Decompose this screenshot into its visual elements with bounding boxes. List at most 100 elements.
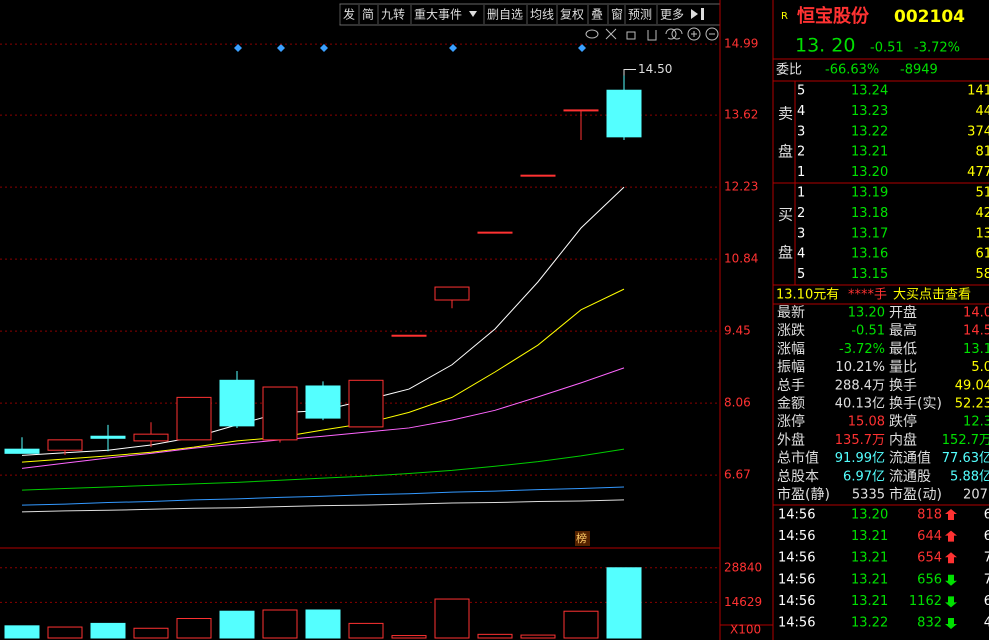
level-volume: 374 — [967, 124, 989, 139]
toolbar-button[interactable]: 窗 — [611, 8, 623, 22]
volume-bar — [606, 567, 642, 639]
stat-value: 10.21% — [835, 360, 885, 375]
dropdown-icon[interactable] — [469, 11, 477, 17]
level: 4 — [797, 247, 805, 262]
toolbar-button[interactable]: 简 — [362, 8, 374, 22]
candle-body — [47, 439, 83, 451]
expand-icon[interactable] — [691, 8, 704, 20]
stat-label: 总市值 — [777, 450, 819, 467]
tick-volume: 656 — [917, 572, 942, 587]
stat-value: 14.5 — [963, 324, 989, 339]
stat-label: 涨停 — [777, 413, 805, 430]
flag: R — [781, 11, 788, 22]
moving-average — [21, 486, 625, 506]
big-order-link[interactable]: 大买点击查看 — [893, 287, 971, 303]
tick-volume: 644 — [917, 529, 942, 544]
stat-label: 振幅 — [777, 360, 805, 376]
buy-label: 盘 — [778, 244, 793, 262]
stat-value: 14.0 — [963, 306, 989, 321]
sell-label: 卖 — [778, 105, 793, 123]
stat-label: 市盈(静) — [777, 486, 830, 503]
tick-price: 13.20 — [851, 508, 888, 523]
stat-value: 12.3 — [963, 415, 989, 430]
level: 2 — [797, 145, 805, 160]
tick-price: 13.21 — [851, 551, 888, 566]
tick-volume: 832 — [917, 616, 942, 631]
big-order-price: 13.10元有 — [776, 288, 839, 303]
high-label: 14.50 — [638, 62, 672, 76]
stat-value: 6.97亿 — [843, 469, 885, 484]
volume-bar — [176, 618, 212, 639]
chart-tools[interactable] — [585, 27, 719, 41]
stat-label: 最低 — [889, 341, 917, 357]
level-price: 13.19 — [851, 186, 888, 201]
level-price: 13.24 — [851, 84, 888, 99]
stat-value: -3.72% — [839, 342, 885, 357]
volume-bar — [262, 609, 298, 639]
panel-lines — [773, 58, 989, 506]
volume-bar — [520, 634, 556, 639]
stat-value: 5.0 — [971, 360, 989, 375]
level-price: 13.16 — [851, 247, 888, 262]
tick-price: 13.21 — [851, 529, 888, 544]
toolbar-button[interactable]: 重大事件 — [414, 8, 462, 22]
candle-body — [305, 385, 341, 419]
candle-body — [391, 334, 427, 337]
level: 3 — [797, 226, 805, 241]
stat-value: 13.1 — [963, 342, 989, 357]
event-markers — [234, 44, 586, 52]
badge-box — [575, 531, 590, 546]
tick-time: 14:56 — [778, 551, 815, 566]
tick-price: 13.21 — [851, 572, 888, 587]
level: 5 — [797, 267, 805, 282]
moving-average — [21, 499, 625, 513]
last-price: 13. 20 — [795, 35, 855, 57]
toolbar-button[interactable]: 更多 — [660, 8, 684, 22]
tick-count: 4 — [984, 616, 989, 631]
stat-label: 外盘 — [777, 431, 805, 448]
stat-value: 40.13亿 — [835, 397, 885, 412]
stat-value: 91.99亿 — [835, 451, 885, 466]
stat-label: 内盘 — [889, 431, 917, 448]
y-tick-label: 10.84 — [724, 252, 758, 266]
stat-label: 涨跌 — [777, 323, 805, 339]
toolbar-button[interactable]: 复权 — [560, 8, 584, 22]
stat-value: 207. — [963, 488, 989, 503]
volume-bar — [477, 633, 513, 639]
y-tick-label: 13.62 — [724, 108, 758, 122]
candle-body — [563, 109, 599, 112]
candle-body — [133, 433, 169, 442]
volume-tick-label: 14629 — [724, 595, 762, 609]
volume-bar — [4, 625, 40, 639]
stat-label: 开盘 — [889, 304, 917, 321]
toolbar-button[interactable]: 预测 — [628, 8, 652, 22]
toolbar-button[interactable]: 发 — [343, 7, 355, 22]
stock-name: 恒宝股份 — [797, 5, 870, 27]
toolbar-button[interactable]: 删自选 — [487, 8, 523, 22]
level: 5 — [797, 84, 805, 99]
stat-value: 5.88亿 — [950, 469, 989, 484]
volume-bar — [305, 609, 341, 639]
tick-time: 14:56 — [778, 508, 815, 523]
y-tick-label: 8.06 — [724, 396, 751, 410]
big-order-qty: ****手 — [848, 288, 887, 303]
change-pct: -3.72% — [914, 41, 960, 56]
candle-body — [262, 386, 298, 441]
stat-value: 15.08 — [848, 415, 885, 430]
candle-body — [606, 89, 642, 138]
level: 1 — [797, 186, 805, 201]
toolbar-button[interactable]: 叠 — [591, 8, 603, 22]
volume-bar — [348, 622, 384, 639]
stat-label: 涨幅 — [777, 341, 805, 357]
level-price: 13.18 — [851, 206, 888, 221]
toolbar-button[interactable]: 均线 — [530, 8, 554, 22]
candle-body — [434, 286, 470, 301]
level-volume: 44 — [975, 104, 989, 119]
moving-average — [21, 288, 625, 463]
level-volume: 477 — [967, 165, 989, 180]
level-volume: 13 — [975, 226, 989, 241]
level: 2 — [797, 206, 805, 221]
toolbar-button[interactable]: 九转 — [381, 7, 405, 22]
stat-value: 13.20 — [848, 306, 885, 321]
